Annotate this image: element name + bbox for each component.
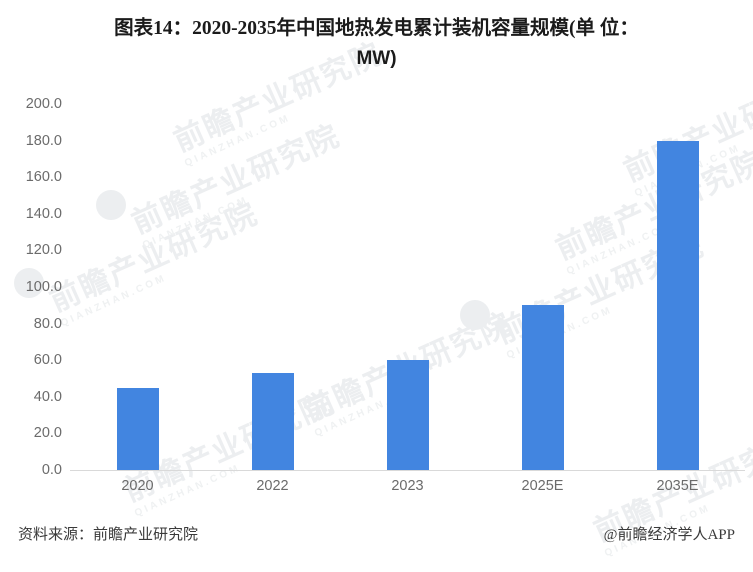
bar-slot [70, 104, 205, 470]
x-axis-tick-label: 2022 [256, 478, 289, 494]
bar-slot [340, 104, 475, 470]
attribution-label: @前瞻经济学人APP [603, 527, 735, 543]
bar-2020[interactable] [116, 387, 159, 470]
source-label: 资料来源：前瞻产业研究院 [18, 527, 199, 543]
x-axis-tick-label: 2020 [121, 478, 154, 494]
chart-title-line-2: MW) [356, 48, 397, 69]
y-axis-tick-label: 20.0 [33, 425, 62, 442]
bar-slot [475, 104, 610, 470]
bars-container [70, 104, 745, 470]
watermark-sub-text: QIANZHAN.COM [603, 502, 713, 560]
chart-title-line-1: 图表14：2020-2035年中国地热发电累计装机容量规模(单 位： [114, 18, 639, 39]
y-axis-tick-label: 80.0 [33, 315, 62, 332]
chart-footer: 资料来源：前瞻产业研究院 @前瞻经济学人APP [0, 523, 753, 544]
y-axis-tick-label: 100.0 [25, 279, 62, 295]
y-axis-tick-label: 180.0 [25, 132, 62, 149]
y-axis-tick-label: 60.0 [33, 352, 62, 369]
y-axis-labels: 200.0 180.0 160.0 140.0 120.0 100.0 80.0 60.0 40… [0, 96, 62, 478]
bar-2022[interactable] [251, 373, 294, 470]
x-axis-tick-label: 2035E [656, 478, 699, 494]
y-axis-tick-label: 160.0 [25, 169, 62, 186]
y-axis-tick-label: 120.0 [25, 242, 62, 259]
x-axis-tick-label: 2025E [521, 478, 564, 494]
bar-2035E[interactable] [656, 140, 699, 470]
bar-2023[interactable] [386, 360, 429, 470]
bar-2025E[interactable] [521, 305, 564, 470]
plot-area [70, 104, 745, 470]
x-axis-tick-label: 2023 [391, 478, 424, 494]
bar-slot [610, 104, 745, 470]
x-axis-line [70, 470, 745, 471]
chart-title: 图表14：2020-2035年中国地热发电累计装机容量规模(单 位： MW) [0, 14, 753, 74]
y-axis-tick-label: 140.0 [25, 205, 62, 222]
y-axis-tick-label: 200.0 [25, 96, 62, 112]
y-axis-tick-label: 40.0 [33, 388, 62, 405]
bar-slot [205, 104, 340, 470]
x-axis-labels: 2020 2022 2023 2025E 2035E [70, 478, 745, 494]
y-axis-tick-label: 0.0 [41, 462, 62, 478]
